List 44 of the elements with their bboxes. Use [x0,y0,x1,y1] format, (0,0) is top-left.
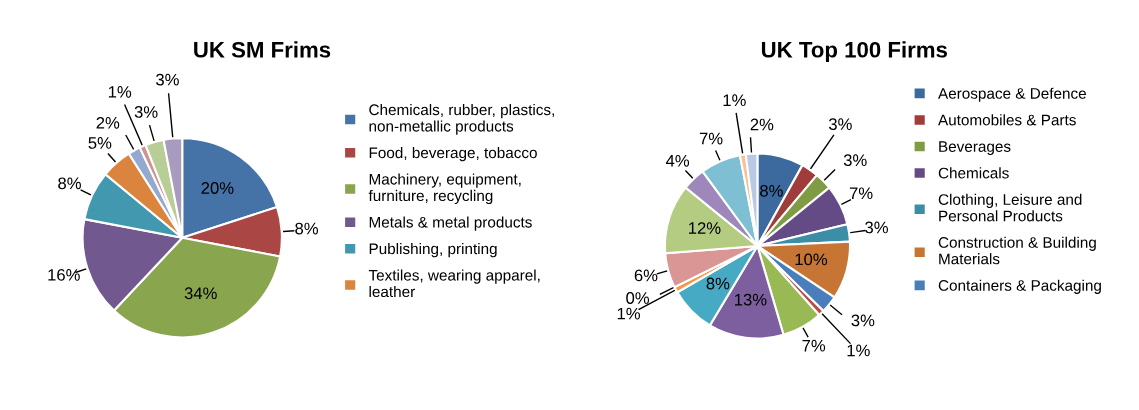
data-label: 12% [689,222,721,234]
legend-label: Chemicals [938,167,1009,179]
legend-label: Aerospace & Defence [938,87,1086,102]
legend-label: Chemicals, rubber, plastics, non-metallic products [369,103,554,135]
data-label: 1% [108,86,132,98]
data-label: 5% [88,137,112,149]
data-label: 8% [58,177,81,190]
data-label: 1% [723,94,746,107]
chart-title: UK Top 100 Firms [761,41,947,63]
data-label: 3% [851,314,875,327]
legend-label: Machinery, equipment, furniture, recycling [368,173,521,205]
data-label: 3% [865,221,888,234]
data-label: 4% [665,155,690,167]
legend-label: Containers & Packaging [938,279,1101,294]
data-label: 10% [795,253,828,266]
data-label: 2% [96,116,120,129]
chart-title: UK SM Frims [194,41,331,58]
data-label: 3% [134,106,158,118]
legend-label: Textiles, wearing apparel, leather [368,269,540,298]
legend-label: Publishing, printing [369,242,497,258]
legend-label: Food, beverage, tobacco [369,146,537,162]
data-label: 13% [735,293,767,306]
data-label: 3% [156,73,179,86]
legend-label: Beverages [939,141,1011,155]
data-label: 8% [706,277,730,290]
legend-label: Automobiles & Parts [938,114,1076,126]
data-label: 8% [760,184,783,197]
data-label: 1% [847,344,870,357]
data-label: 3% [843,154,867,167]
data-label: 7% [802,339,826,352]
data-label: 3% [828,118,852,131]
data-label: 7% [699,132,723,145]
text: 0% [626,292,650,304]
data-label: 1% [617,307,640,320]
data-label: 7% [849,187,873,200]
data-label: 6% [634,269,658,282]
legend-label: Clothing, Leisure and Personal Products [938,193,1082,222]
data-label: 16% [48,268,80,281]
data-label: 8% [295,222,319,235]
data-label: 34% [184,287,217,300]
data-label: 20% [201,182,234,194]
data-label: 2% [750,118,774,131]
legend-label: Metals & metal products [369,216,532,231]
legend-label: Construction & Building Materials [938,236,1096,265]
